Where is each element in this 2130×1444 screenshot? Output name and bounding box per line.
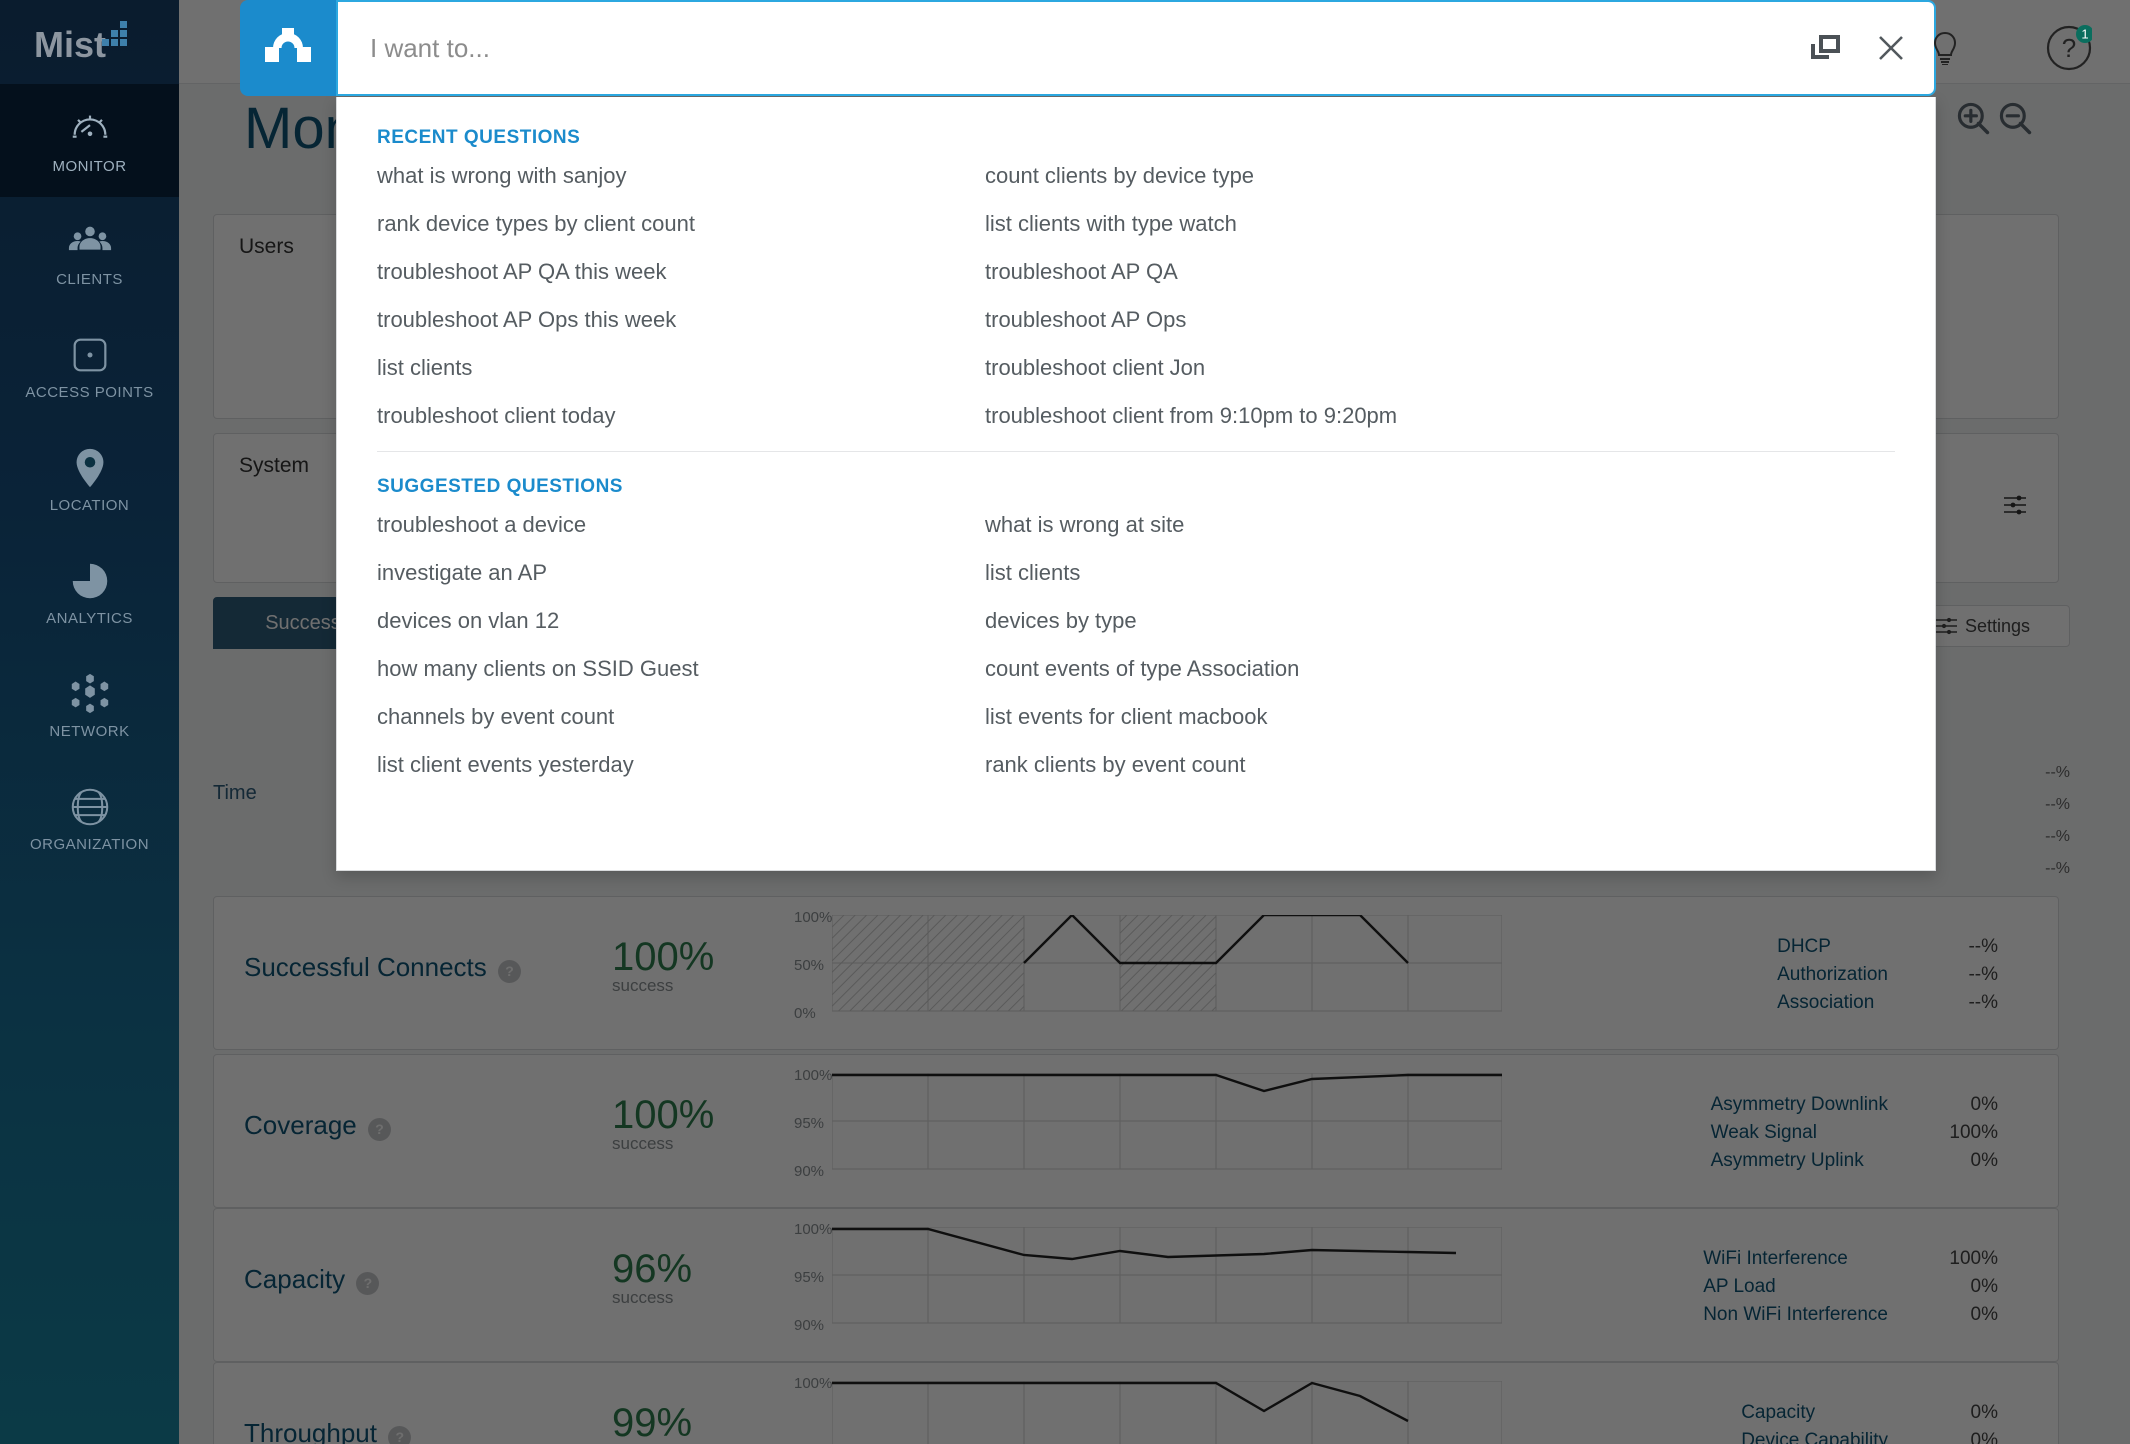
svg-text:?: ? [2062,33,2076,63]
svg-text:Mist: Mist [34,24,106,65]
svg-text:1: 1 [2081,27,2088,42]
